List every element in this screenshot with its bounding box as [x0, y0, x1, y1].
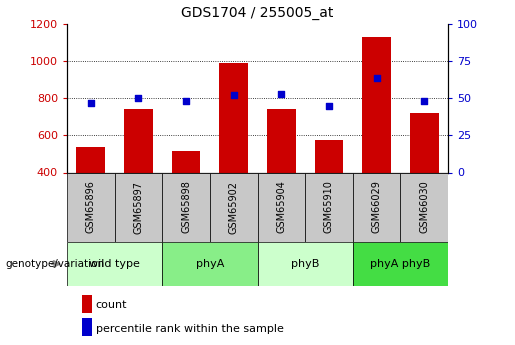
Title: GDS1704 / 255005_at: GDS1704 / 255005_at	[181, 6, 334, 20]
Text: GSM65896: GSM65896	[86, 180, 96, 234]
Text: wild type: wild type	[89, 259, 140, 269]
Point	[230, 92, 238, 98]
Text: GSM65902: GSM65902	[229, 180, 238, 234]
Bar	[258, 241, 353, 286]
Point	[325, 103, 333, 108]
Bar	[67, 241, 162, 286]
Bar	[82, 295, 92, 313]
Text: count: count	[96, 300, 127, 310]
Bar	[76, 147, 105, 172]
Text: GSM65898: GSM65898	[181, 180, 191, 234]
Text: genotype/variation: genotype/variation	[5, 259, 104, 269]
Text: GSM66030: GSM66030	[419, 181, 429, 233]
Bar	[353, 241, 448, 286]
Bar	[67, 172, 115, 242]
Bar	[114, 172, 162, 242]
Bar	[162, 241, 258, 286]
Bar	[219, 63, 248, 172]
Bar	[305, 172, 353, 242]
Bar	[353, 172, 401, 242]
Point	[182, 99, 190, 104]
Bar	[410, 113, 439, 172]
Bar	[401, 172, 448, 242]
Point	[277, 91, 285, 97]
Bar	[82, 318, 92, 336]
Point	[372, 75, 381, 80]
Bar	[267, 109, 296, 172]
Point	[87, 100, 95, 106]
Text: phyB: phyB	[291, 259, 319, 269]
Text: phyA: phyA	[196, 259, 224, 269]
Text: percentile rank within the sample: percentile rank within the sample	[96, 324, 283, 334]
Point	[134, 96, 143, 101]
Bar	[162, 172, 210, 242]
Bar	[315, 140, 343, 172]
Text: GSM65897: GSM65897	[133, 180, 143, 234]
Text: phyA phyB: phyA phyB	[370, 259, 431, 269]
Bar	[210, 172, 258, 242]
Text: GSM65910: GSM65910	[324, 180, 334, 234]
Text: GSM65904: GSM65904	[277, 180, 286, 234]
Bar	[258, 172, 305, 242]
Point	[420, 99, 428, 104]
Bar	[124, 109, 152, 172]
Bar	[363, 37, 391, 172]
Bar	[171, 151, 200, 172]
Text: GSM66029: GSM66029	[372, 180, 382, 234]
